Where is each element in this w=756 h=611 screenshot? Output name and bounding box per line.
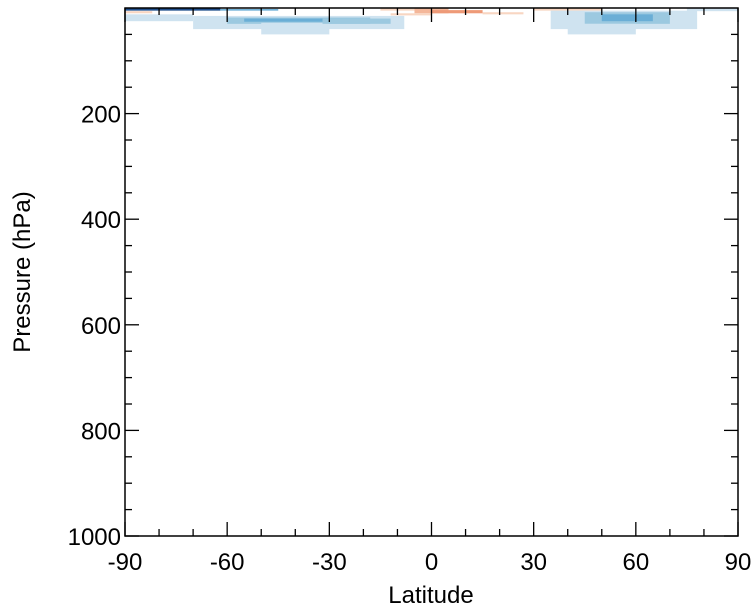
heatmap-cell	[261, 22, 330, 35]
heatmap-cell	[601, 14, 653, 22]
y-tick-label: 600	[81, 313, 121, 340]
x-tick-labels: -90 -60 -30 0 30 60 90	[108, 549, 752, 576]
plot-frame	[124, 7, 739, 537]
axis-ticks	[124, 8, 739, 537]
x-tick-label: -90	[108, 549, 143, 576]
x-tick-label: 60	[622, 549, 649, 576]
x-tick-label: 90	[725, 549, 752, 576]
y-axis-title: Pressure (hPa)	[9, 191, 36, 352]
heatmap-cell	[482, 12, 524, 15]
y-tick-label: 200	[81, 102, 121, 129]
x-tick-label: 30	[520, 549, 547, 576]
y-tick-label: 1000	[68, 524, 121, 551]
x-tick-label: 0	[425, 549, 438, 576]
heatmap-cell	[220, 9, 279, 11]
heatmap-cell	[686, 8, 738, 12]
x-axis-title: Latitude	[388, 582, 473, 609]
heatmap-cell	[567, 23, 636, 35]
y-tick-label: 800	[81, 418, 121, 445]
heatmap-cell	[390, 13, 432, 16]
heatmap-cell	[380, 8, 432, 11]
y-tick-label: 400	[81, 207, 121, 234]
heatmap-cell	[125, 8, 221, 11]
heatmap-cell	[431, 10, 483, 14]
x-tick-label: -30	[312, 549, 347, 576]
heatmap-cell	[244, 18, 364, 22]
x-tick-label: -60	[210, 549, 245, 576]
y-tick-labels: 200 400 600 800 1000	[68, 102, 121, 551]
heatmap-cell	[125, 11, 153, 14]
heatmap-cell	[322, 18, 391, 24]
heatmap-cell	[125, 14, 194, 22]
heatmap-cells	[125, 8, 738, 35]
